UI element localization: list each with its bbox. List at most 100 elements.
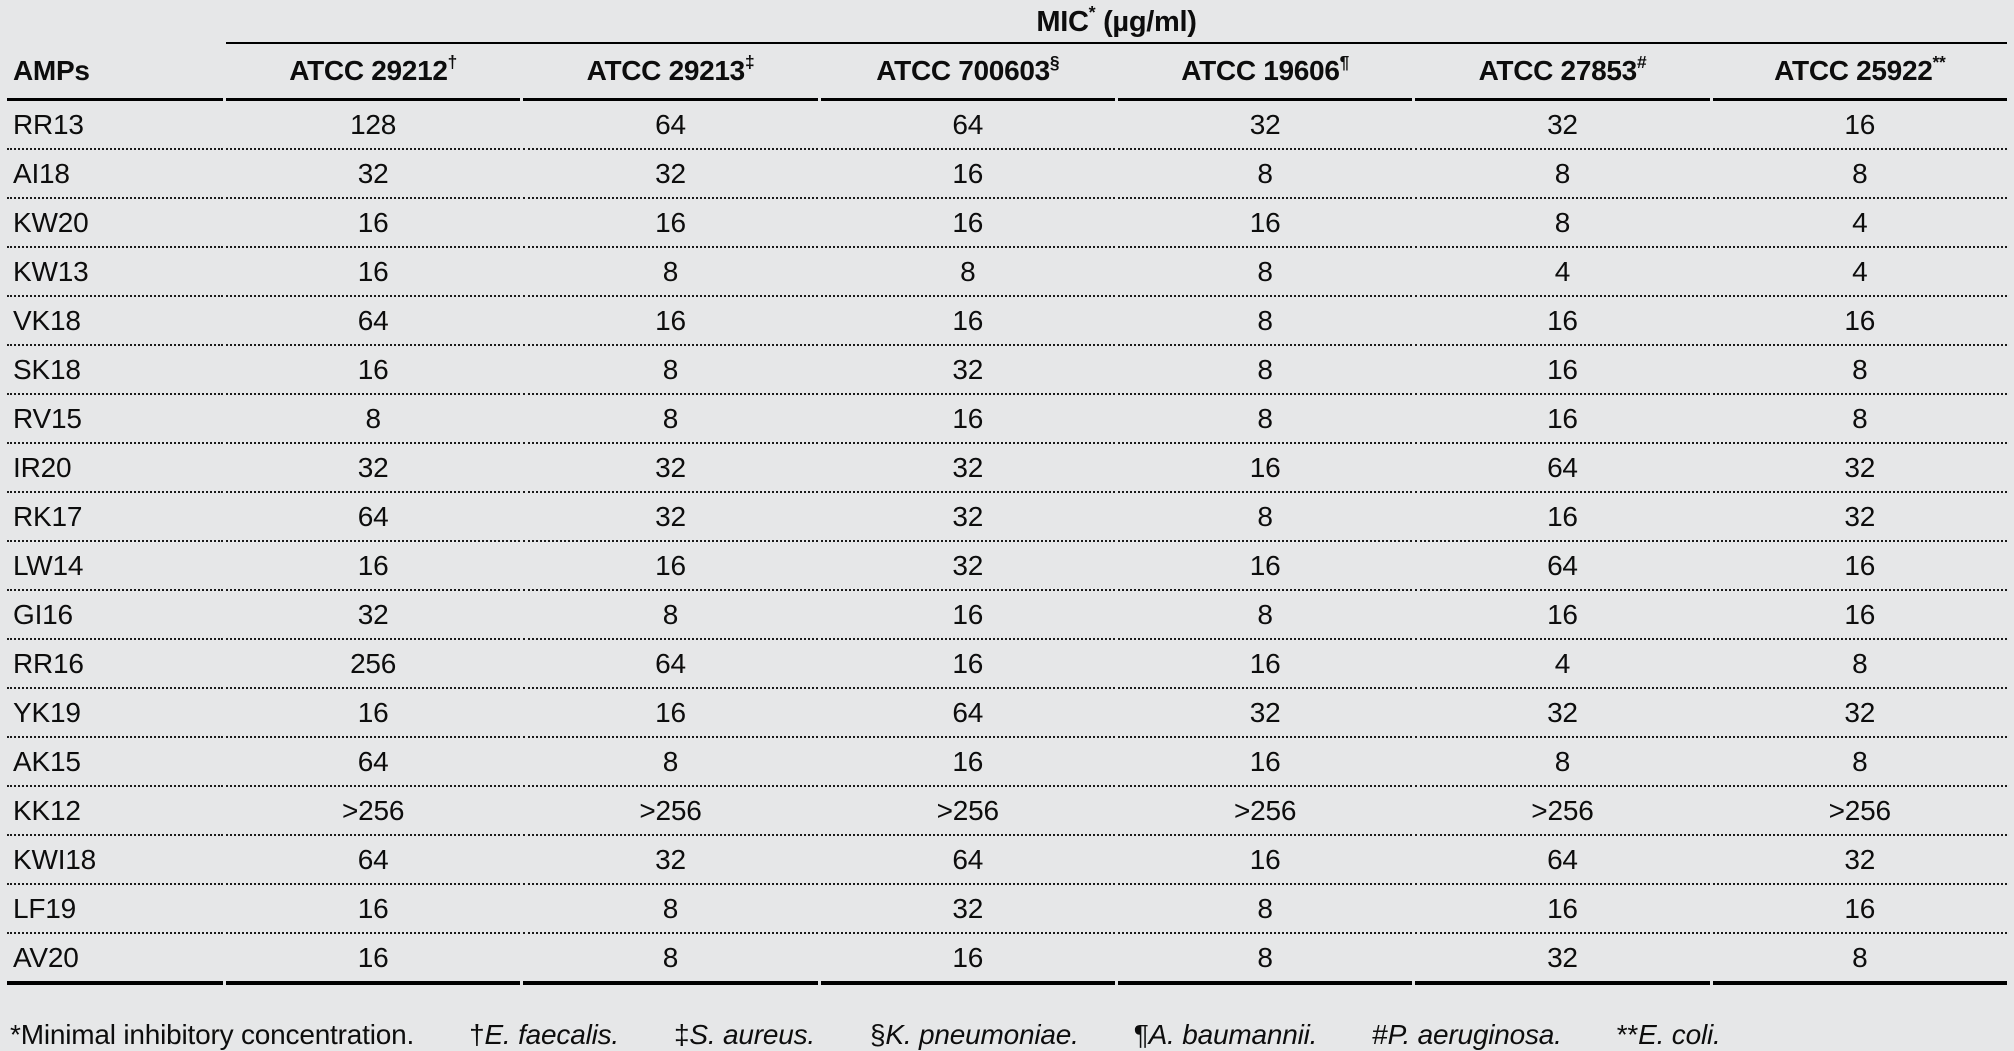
mic-value-cell: 16 xyxy=(820,738,1115,787)
mic-value-cell: 16 xyxy=(1415,346,1710,395)
mic-value-cell: 8 xyxy=(523,591,818,640)
column-header-atcc-29213: ATCC 29213‡ xyxy=(523,44,818,101)
amp-name-cell: KW13 xyxy=(7,248,223,297)
mic-value-cell: 8 xyxy=(1712,738,2007,787)
column-header-atcc-25922: ATCC 25922** xyxy=(1712,44,2007,101)
mic-value-cell: 8 xyxy=(523,395,818,444)
table-row: AI18 32 32 16 8 8 8 xyxy=(7,150,2007,199)
double-dagger-superscript: ‡ xyxy=(744,51,755,72)
footnote-text: A. baumannii. xyxy=(1148,1019,1318,1050)
mic-value-cell: 32 xyxy=(1712,689,2007,738)
amp-name-cell: YK19 xyxy=(7,689,223,738)
mic-value-cell: 64 xyxy=(523,640,818,689)
section-superscript: § xyxy=(1049,51,1060,72)
mic-value-cell: 32 xyxy=(225,591,521,640)
mic-value-cell: 16 xyxy=(523,542,818,591)
table-row: LW14 16 16 32 16 64 16 xyxy=(7,542,2007,591)
mic-value-cell: 8 xyxy=(523,248,818,297)
table-row: SK18 16 8 32 8 16 8 xyxy=(7,346,2007,395)
mic-span-header: MIC* (µg/ml) xyxy=(225,2,2007,44)
mic-value-cell: 32 xyxy=(1712,444,2007,493)
mic-value-cell: 8 xyxy=(1117,297,1413,346)
mic-value-cell: 16 xyxy=(523,689,818,738)
pilcrow-superscript: ¶ xyxy=(1339,51,1350,72)
footnotes: *Minimal inhibitory concentration. †E. fa… xyxy=(10,1019,2014,1051)
table-row: YK19 16 16 64 32 32 32 xyxy=(7,689,2007,738)
mic-value-cell: 16 xyxy=(225,885,521,934)
footnote-item: †E. faecalis. xyxy=(469,1019,619,1051)
footnote-symbol: * xyxy=(10,1019,21,1050)
mic-value-cell: 32 xyxy=(1415,934,1710,985)
footnote-symbol: § xyxy=(870,1019,886,1050)
mic-value-cell: 64 xyxy=(820,101,1115,150)
amp-name-cell: AV20 xyxy=(7,934,223,985)
footnote-symbol: † xyxy=(469,1019,485,1050)
mic-value-cell: >256 xyxy=(1415,787,1710,836)
mic-value-cell: 128 xyxy=(225,101,521,150)
mic-value-cell: 64 xyxy=(820,836,1115,885)
mic-value-cell: 16 xyxy=(225,346,521,395)
table-row: KW13 16 8 8 8 4 4 xyxy=(7,248,2007,297)
mic-value-cell: 4 xyxy=(1415,248,1710,297)
table-row: RK17 64 32 32 8 16 32 xyxy=(7,493,2007,542)
mic-value-cell: 8 xyxy=(1712,640,2007,689)
mic-value-cell: 16 xyxy=(1415,591,1710,640)
footnote-text: K. pneumoniae. xyxy=(885,1019,1079,1050)
mic-value-cell: 16 xyxy=(1712,885,2007,934)
footnote-item: §K. pneumoniae. xyxy=(870,1019,1079,1051)
table-row: VK18 64 16 16 8 16 16 xyxy=(7,297,2007,346)
mic-value-cell: 8 xyxy=(1117,934,1413,985)
mic-value-cell: >256 xyxy=(1712,787,2007,836)
mic-value-cell: 16 xyxy=(820,591,1115,640)
span-header-row: MIC* (µg/ml) xyxy=(7,2,2007,44)
mic-value-cell: 32 xyxy=(820,346,1115,395)
mic-value-cell: 8 xyxy=(1712,150,2007,199)
mic-value-cell: 16 xyxy=(225,934,521,985)
mic-value-cell: 32 xyxy=(523,493,818,542)
table-row: AV20 16 8 16 8 32 8 xyxy=(7,934,2007,985)
amp-name-cell: KK12 xyxy=(7,787,223,836)
mic-value-cell: 32 xyxy=(1117,689,1413,738)
column-label: ATCC 19606 xyxy=(1181,55,1340,86)
mic-value-cell: 8 xyxy=(1117,248,1413,297)
mic-value-cell: 8 xyxy=(1415,738,1710,787)
mic-value-cell: 8 xyxy=(1117,591,1413,640)
mic-value-cell: 8 xyxy=(1117,150,1413,199)
mic-value-cell: 32 xyxy=(820,885,1115,934)
footnote-text: P. aeruginosa. xyxy=(1387,1019,1562,1050)
mic-value-cell: 16 xyxy=(820,395,1115,444)
mic-value-cell: 64 xyxy=(225,738,521,787)
mic-value-cell: 16 xyxy=(225,542,521,591)
mic-value-cell: 8 xyxy=(523,738,818,787)
corner-cell xyxy=(7,2,223,44)
mic-value-cell: 32 xyxy=(1117,101,1413,150)
footnote-text: Minimal inhibitory concentration. xyxy=(20,1019,415,1050)
mic-value-cell: 8 xyxy=(820,248,1115,297)
column-header-amps: AMPs xyxy=(7,44,223,101)
footnote-symbol: # xyxy=(1372,1019,1388,1050)
footnote-item: ¶A. baumannii. xyxy=(1134,1019,1318,1051)
mic-value-cell: 64 xyxy=(1415,836,1710,885)
mic-value-cell: 4 xyxy=(1415,640,1710,689)
mic-value-cell: 16 xyxy=(820,934,1115,985)
mic-value-cell: 16 xyxy=(1712,591,2007,640)
mic-value-cell: 16 xyxy=(1415,493,1710,542)
amp-name-cell: RK17 xyxy=(7,493,223,542)
mic-value-cell: 32 xyxy=(820,444,1115,493)
column-label: ATCC 29212 xyxy=(289,55,448,86)
mic-value-cell: 16 xyxy=(1415,297,1710,346)
mic-value-cell: 16 xyxy=(523,199,818,248)
footnote-item: *Minimal inhibitory concentration. xyxy=(10,1019,414,1051)
mic-value-cell: 64 xyxy=(1415,542,1710,591)
column-header-atcc-29212: ATCC 29212† xyxy=(225,44,521,101)
amp-name-cell: SK18 xyxy=(7,346,223,395)
amp-name-cell: IR20 xyxy=(7,444,223,493)
mic-value-cell: 32 xyxy=(523,150,818,199)
footnote-text: E. faecalis. xyxy=(484,1019,619,1050)
mic-value-cell: 32 xyxy=(820,493,1115,542)
mic-value-cell: 8 xyxy=(1712,346,2007,395)
footnote-text: S. aureus. xyxy=(689,1019,816,1050)
mic-value-cell: 64 xyxy=(1415,444,1710,493)
mic-value-cell: 64 xyxy=(225,493,521,542)
mic-value-cell: 16 xyxy=(225,199,521,248)
